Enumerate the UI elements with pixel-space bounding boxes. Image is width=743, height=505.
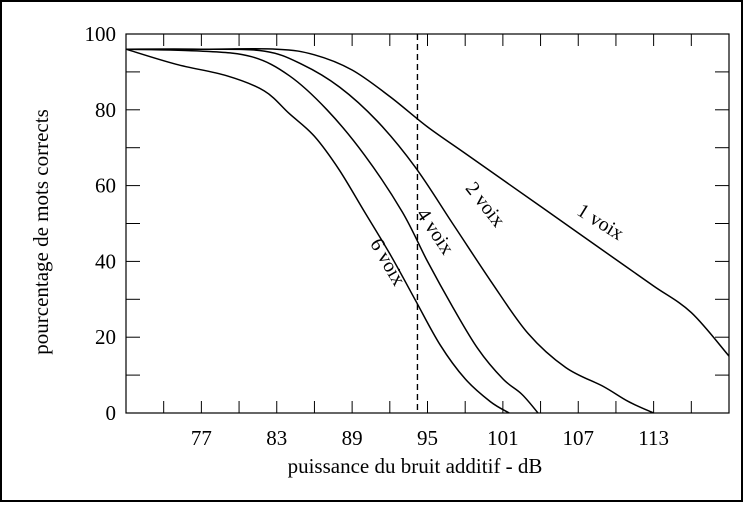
x-tick-label: 107 bbox=[563, 426, 595, 450]
series-label-6-voix: 6 voix bbox=[365, 235, 409, 290]
y-tick-label: 80 bbox=[95, 98, 116, 122]
x-tick-label: 101 bbox=[487, 426, 519, 450]
series-label-4-voix: 4 voix bbox=[412, 204, 459, 258]
series-line-4-voix bbox=[125, 48, 539, 414]
x-tick-label: 113 bbox=[638, 426, 669, 450]
x-tick-label: 89 bbox=[342, 426, 363, 450]
series-line-2-voix bbox=[125, 48, 654, 414]
y-tick-label: 0 bbox=[106, 401, 117, 425]
y-tick-label: 40 bbox=[95, 249, 116, 273]
x-tick-label: 83 bbox=[266, 426, 287, 450]
y-axis-label: pourcentage de mots corrects bbox=[29, 109, 53, 354]
axes: 0 20 40 60 80 100 77 83 89 95 101 107 113 bbox=[85, 22, 730, 450]
series-layer bbox=[125, 34, 730, 414]
x-tick-label: 77 bbox=[191, 426, 212, 450]
series-line-6-voix bbox=[125, 48, 510, 414]
y-tick-label: 60 bbox=[95, 174, 116, 198]
series-label-1-voix: 1 voix bbox=[573, 199, 628, 244]
x-axis-label: puissance du bruit additif - dB bbox=[288, 454, 543, 478]
series-line-1-voix bbox=[126, 48, 730, 357]
x-tick-label: 95 bbox=[417, 426, 438, 450]
y-tick-label: 100 bbox=[85, 22, 117, 46]
y-tick-label: 20 bbox=[95, 325, 116, 349]
series-label-2-voix: 2 voix bbox=[461, 178, 509, 231]
